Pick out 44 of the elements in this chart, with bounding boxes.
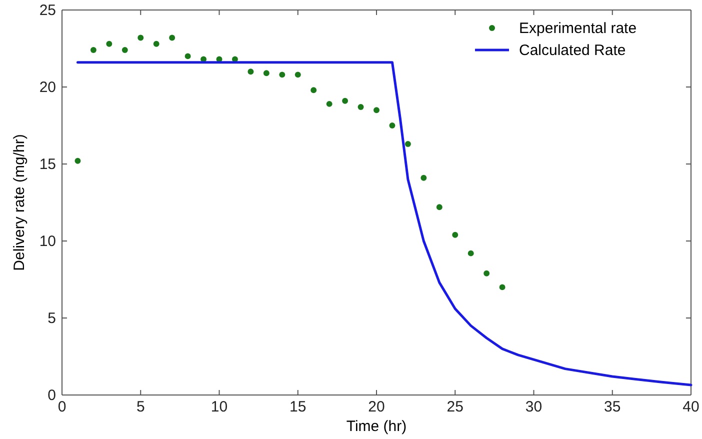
x-tick-label: 15: [290, 398, 306, 416]
y-tick-label: 5: [48, 310, 56, 327]
legend-label: Calculated Rate: [519, 42, 626, 59]
point: [169, 34, 176, 41]
point: [358, 104, 364, 110]
point: [326, 100, 332, 107]
point: [389, 122, 396, 128]
point: [106, 40, 112, 47]
x-tick-label: 25: [446, 398, 464, 416]
point: [342, 98, 348, 104]
x-tick-label: 10: [210, 398, 228, 416]
point: [122, 47, 128, 54]
point: [294, 72, 301, 78]
point: [90, 47, 96, 54]
point: [468, 250, 474, 256]
point: [279, 72, 286, 78]
y-tick-label: 25: [39, 2, 56, 19]
point: [263, 70, 270, 76]
point: [184, 53, 191, 60]
y-tick-label: 15: [39, 156, 56, 173]
point: [484, 270, 490, 276]
point: [499, 284, 506, 290]
line-series: [76, 61, 692, 386]
x-axis-title: Time (hr): [346, 418, 407, 435]
y-axis-title: Delivery rate (mg/hr): [11, 134, 28, 271]
point: [404, 141, 411, 147]
y-tick-label: 20: [39, 78, 56, 96]
point: [138, 34, 144, 41]
legend-label: Experimental rate: [519, 20, 637, 37]
x-tick-label: 20: [368, 398, 385, 416]
point: [248, 68, 254, 75]
point: [153, 40, 160, 47]
point: [452, 232, 458, 238]
x-tick-label: 40: [682, 398, 700, 416]
point: [420, 174, 427, 181]
y-tick-label: 0: [48, 386, 56, 404]
point: [310, 87, 317, 94]
point: [374, 107, 380, 114]
x-tick-label: 5: [136, 398, 145, 416]
y-tick-label: 10: [39, 232, 56, 250]
x-tick-label: 35: [604, 398, 621, 416]
x-tick-label: 30: [525, 398, 542, 416]
point: [74, 158, 81, 164]
point: [436, 204, 442, 210]
